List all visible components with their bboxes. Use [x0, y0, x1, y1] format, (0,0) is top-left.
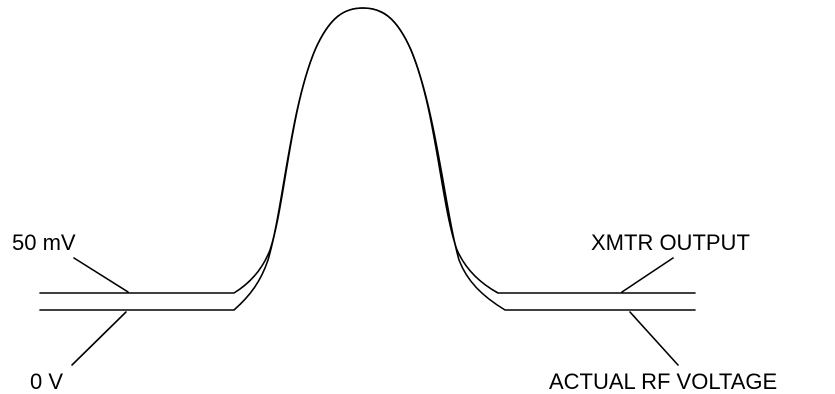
label-0v: 0 V	[30, 369, 64, 394]
actual-rf-voltage-trace	[39, 7, 696, 311]
leader-50mv	[73, 257, 129, 293]
leader-0v	[71, 311, 127, 366]
leader-actual-rf-voltage	[629, 311, 679, 366]
label-50mv: 50 mV	[12, 230, 76, 255]
label-actual-rf-voltage: ACTUAL RF VOLTAGE	[549, 369, 778, 394]
label-xmtr-output: XMTR OUTPUT	[591, 230, 750, 255]
leader-xmtr-output	[621, 257, 674, 293]
